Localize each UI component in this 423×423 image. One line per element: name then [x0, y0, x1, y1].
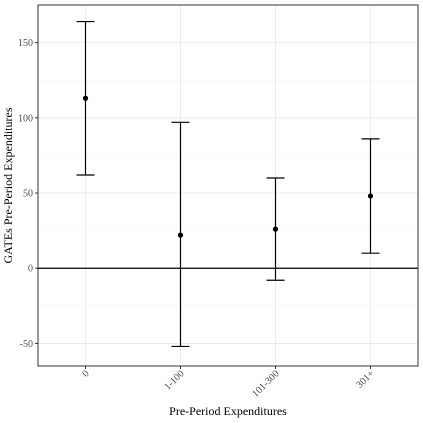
- x-tick-label: 301+: [354, 368, 377, 391]
- data-point: [272, 226, 279, 232]
- x-tick-label: 101-300: [250, 368, 281, 399]
- y-axis-title: GATEs Pre-Period Expenditures: [1, 107, 15, 263]
- data-point: [367, 193, 374, 199]
- y-tick-label: 100: [18, 113, 33, 124]
- y-tick-label: -50: [20, 339, 33, 350]
- y-tick-label: 150: [18, 38, 33, 49]
- grid-layer: [38, 4, 418, 366]
- axis-layer: -50 0 50 100 150 0 1-100 101-300 301+: [18, 38, 377, 400]
- y-tick-label: 50: [23, 189, 33, 200]
- data-point: [82, 95, 89, 101]
- data-point: [177, 232, 184, 238]
- x-tick-label: 0: [80, 368, 91, 379]
- y-tick-label: 0: [28, 264, 33, 275]
- x-axis-title: Pre-Period Expenditures: [169, 404, 287, 418]
- panel-border: [37, 4, 419, 367]
- data-layer: [76, 20, 380, 348]
- x-tick-label: 1-100: [162, 368, 186, 392]
